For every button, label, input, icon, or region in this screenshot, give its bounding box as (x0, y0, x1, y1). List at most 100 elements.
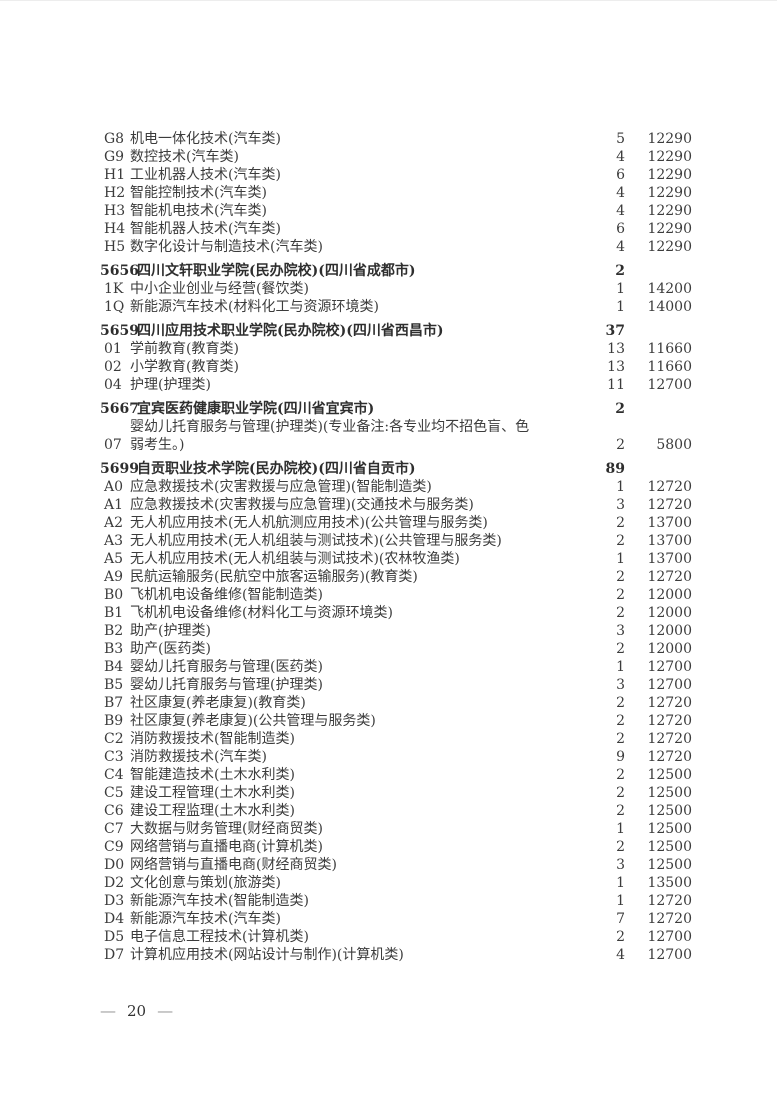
school-plan-count: 89 (605, 461, 625, 477)
major-code: H3 (104, 203, 126, 219)
major-row: A5 无人机应用技术(无人机组装与测试技术)(农林牧渔类) 1 13700 (0, 550, 692, 568)
page-footer: — 20 — (100, 1001, 174, 1021)
major-code: H2 (104, 185, 126, 201)
plan-count: 1 (616, 299, 625, 315)
plan-count: 2 (616, 695, 625, 711)
major-code: H4 (104, 221, 126, 237)
tuition-fee: 12720 (647, 749, 692, 765)
major-name: 电子信息工程技术(计算机类) (130, 929, 309, 945)
school-section: 5659 四川应用技术职业学院(民办院校)(四川省西昌市) 37 01 学前教育(教育类… (0, 322, 692, 394)
major-row: A1 应急救援技术(灾害救援与应急管理)(交通技术与服务类) 3 12720 (0, 496, 692, 514)
plan-count: 2 (616, 839, 625, 855)
major-name: 应急救援技术(灾害救援与应急管理)(交通技术与服务类) (130, 497, 474, 513)
major-row: A3 无人机应用技术(无人机组装与测试技术)(公共管理与服务类) 2 13700 (0, 532, 692, 550)
major-name: 智能机电技术(汽车类) (130, 203, 267, 219)
major-name: 智能控制技术(汽车类) (130, 185, 267, 201)
tuition-fee: 12720 (647, 713, 692, 729)
tuition-fee: 12720 (647, 479, 692, 495)
tuition-fee: 12500 (647, 803, 692, 819)
major-row: B1 飞机机电设备维修(材料化工与资源环境类) 2 12000 (0, 604, 692, 622)
plan-count: 11 (607, 377, 625, 393)
major-name: 数字化设计与制造技术(汽车类) (130, 239, 323, 255)
major-row: A2 无人机应用技术(无人机航测应用技术)(公共管理与服务类) 2 13700 (0, 514, 692, 532)
plan-count: 4 (616, 947, 625, 963)
plan-count: 1 (616, 281, 625, 297)
tuition-fee: 12700 (647, 377, 692, 393)
page-number: 20 (127, 1002, 147, 1020)
tuition-fee: 12000 (647, 605, 692, 621)
major-name: 无人机应用技术(无人机航测应用技术)(公共管理与服务类) (130, 515, 488, 531)
school-name: 四川应用技术职业学院(民办院校)(四川省西昌市) (137, 323, 444, 339)
major-code: B5 (104, 677, 124, 693)
major-row: B9 社区康复(养老康复)(公共管理与服务类) 2 12720 (0, 712, 692, 730)
major-row: D4 新能源汽车技术(汽车类) 7 12720 (0, 910, 692, 928)
plan-count: 2 (616, 929, 625, 945)
major-row: G8 机电一体化技术(汽车类) 5 12290 (0, 130, 692, 148)
major-code: B9 (104, 713, 124, 729)
major-row: H4 智能机器人技术(汽车类) 6 12290 (0, 220, 692, 238)
tuition-fee: 11660 (647, 359, 692, 375)
plan-count: 6 (616, 221, 625, 237)
plan-count: 6 (616, 167, 625, 183)
major-name: 婴幼儿托育服务与管理(护理类) (130, 677, 323, 693)
tuition-fee: 12720 (647, 497, 692, 513)
major-name: 婴幼儿托育服务与管理(医药类) (130, 659, 323, 675)
major-row: D2 文化创意与策划(旅游类) 1 13500 (0, 874, 692, 892)
major-row: B5 婴幼儿托育服务与管理(护理类) 3 12700 (0, 676, 692, 694)
tuition-fee: 12290 (647, 185, 692, 201)
tuition-fee: 12700 (647, 659, 692, 675)
tuition-fee: 12500 (647, 785, 692, 801)
tuition-fee: 13700 (647, 551, 692, 567)
major-code: D5 (104, 929, 125, 945)
plan-count: 5 (616, 131, 625, 147)
major-name: 文化创意与策划(旅游类) (130, 875, 281, 891)
major-name: 社区康复(养老康复)(公共管理与服务类) (130, 713, 376, 729)
tuition-fee: 12500 (647, 839, 692, 855)
plan-count: 2 (616, 785, 625, 801)
major-code: D3 (104, 893, 125, 909)
plan-count: 3 (616, 857, 625, 873)
tuition-fee: 12290 (647, 167, 692, 183)
school-section: 5667 宜宾医药健康职业学院(四川省宜宾市) 2 07 婴幼儿托育服务与管理(护理类)… (0, 400, 692, 454)
tuition-fee: 12290 (647, 131, 692, 147)
major-code: C9 (104, 839, 124, 855)
major-row: B0 飞机机电设备维修(智能制造类) 2 12000 (0, 586, 692, 604)
admission-plan-table: G8 机电一体化技术(汽车类) 5 12290 G9 数控技术(汽车类) 4 12290 H1 工… (0, 130, 692, 964)
plan-count: 2 (616, 803, 625, 819)
tuition-fee: 12720 (647, 695, 692, 711)
plan-count: 2 (616, 713, 625, 729)
major-row: C9 网络营销与直播电商(计算机类) 2 12500 (0, 838, 692, 856)
major-row: 1K 中小企业创业与经营(餐饮类) 1 14200 (0, 280, 692, 298)
school-plan-count: 2 (615, 263, 625, 279)
major-row: H5 数字化设计与制造技术(汽车类) 4 12290 (0, 238, 692, 256)
major-name: 飞机机电设备维修(材料化工与资源环境类) (130, 605, 393, 621)
plan-count: 9 (616, 749, 625, 765)
major-name: 新能源汽车技术(汽车类) (130, 911, 281, 927)
plan-count: 4 (616, 203, 625, 219)
tuition-fee: 11660 (647, 341, 692, 357)
major-code: G8 (104, 131, 125, 147)
plan-count: 2 (616, 515, 625, 531)
tuition-fee: 12290 (647, 221, 692, 237)
major-name: 应急救援技术(灾害救援与应急管理)(智能制造类) (130, 479, 432, 495)
tuition-fee: 13500 (647, 875, 692, 891)
tuition-fee: 5800 (656, 437, 692, 453)
major-row: D5 电子信息工程技术(计算机类) 2 12700 (0, 928, 692, 946)
major-name: 中小企业创业与经营(餐饮类) (130, 281, 309, 297)
major-name: 小学教育(教育类) (130, 359, 239, 375)
major-row: B4 婴幼儿托育服务与管理(医药类) 1 12700 (0, 658, 692, 676)
major-row: C5 建设工程管理(土木水利类) 2 12500 (0, 784, 692, 802)
tuition-fee: 12000 (647, 641, 692, 657)
footer-dash-right: — (157, 1001, 174, 1020)
footer-dash-left: — (100, 1001, 116, 1020)
major-name: 计算机应用技术(网站设计与制作)(计算机类) (130, 947, 404, 963)
major-name: 网络营销与直播电商(财经商贸类) (130, 857, 337, 873)
plan-count: 2 (616, 533, 625, 549)
major-code: A0 (104, 479, 124, 495)
plan-count: 2 (616, 731, 625, 747)
tuition-fee: 13700 (647, 533, 692, 549)
major-row: B7 社区康复(养老康复)(教育类) 2 12720 (0, 694, 692, 712)
plan-count: 7 (616, 911, 625, 927)
plan-count: 1 (616, 479, 625, 495)
